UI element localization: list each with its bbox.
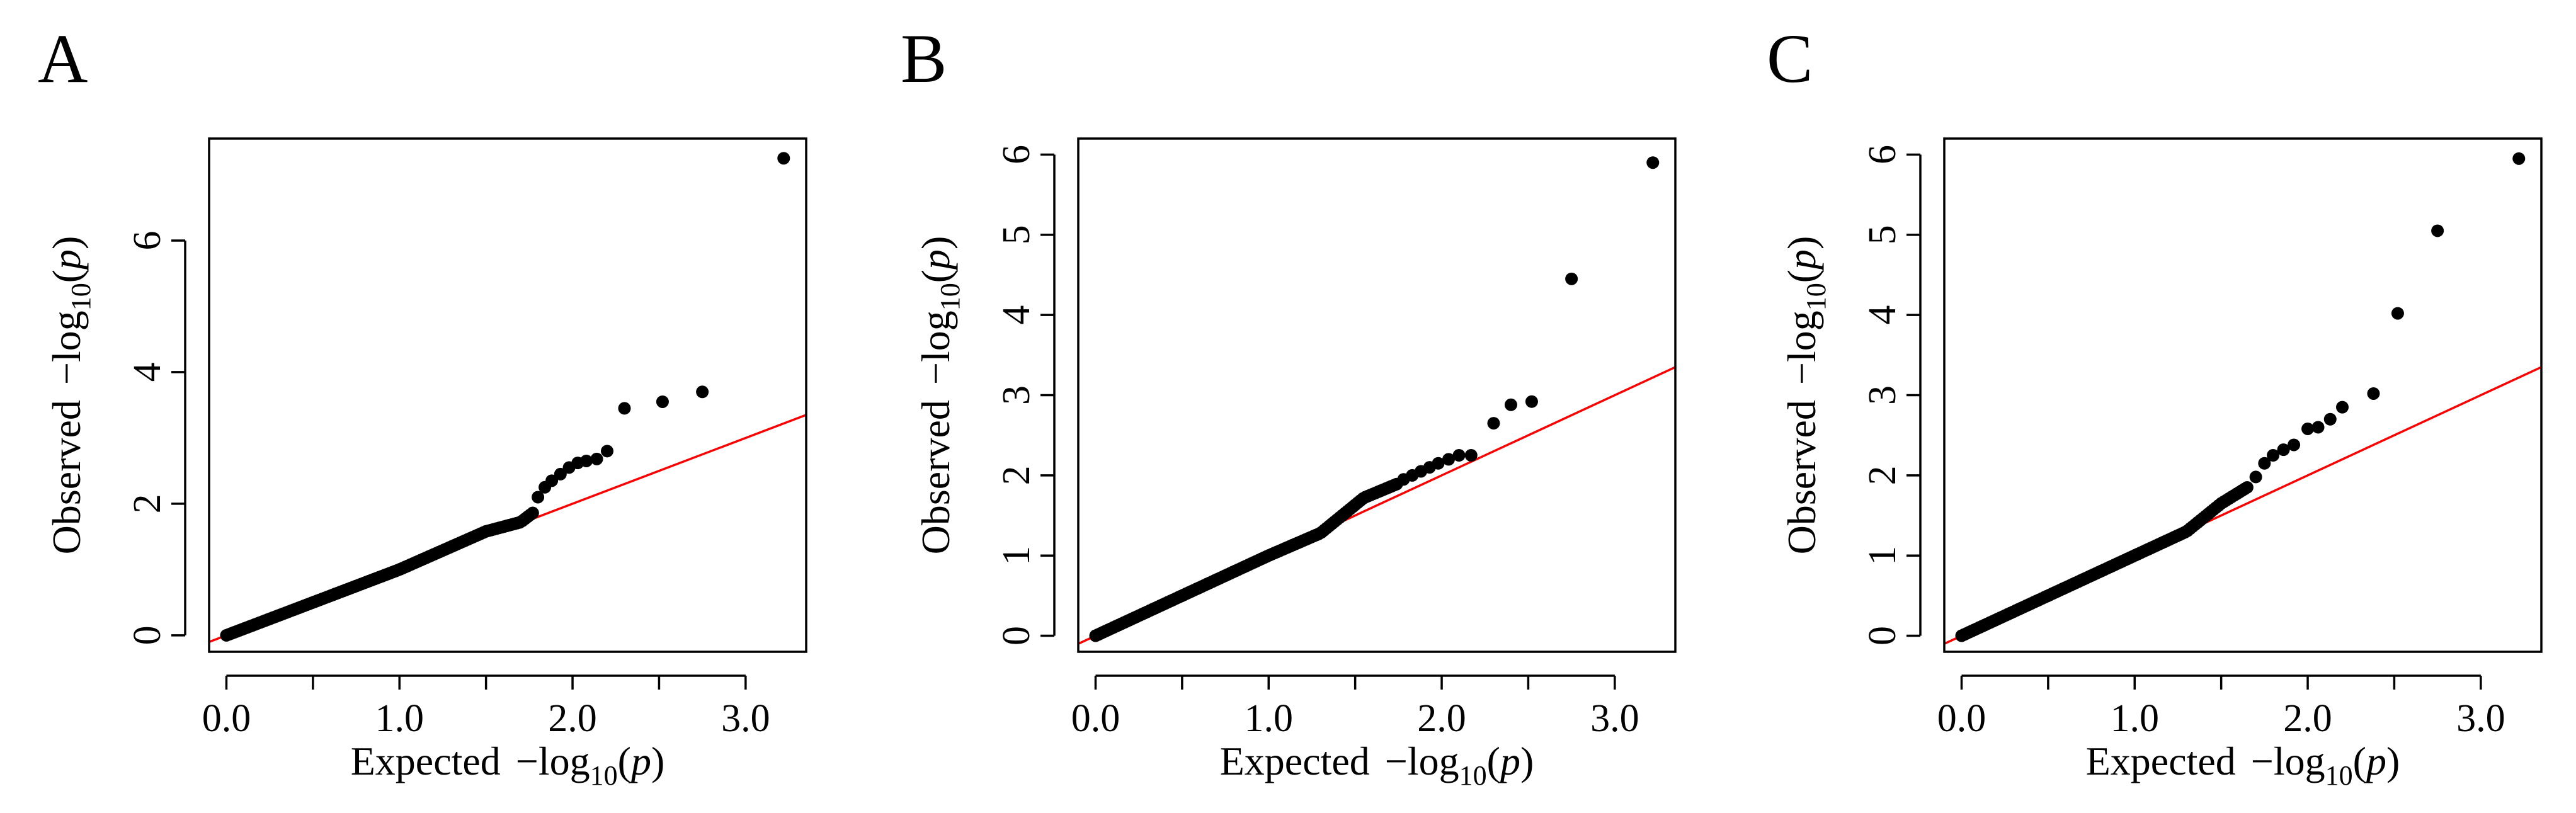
y-tick-label: 0	[995, 626, 1038, 645]
data-point	[580, 454, 593, 467]
y-tick-label: 5	[995, 225, 1038, 244]
x-axis-title: Expected −log10(p)	[1220, 739, 1534, 791]
x-tick-label: 2.0	[548, 697, 597, 740]
data-point	[2431, 224, 2444, 237]
data-point	[554, 467, 567, 480]
y-tick-label: 4	[126, 362, 169, 382]
y-tick-label: 4	[995, 305, 1038, 325]
y-axis-title: Observed−log10(p)	[1779, 236, 1832, 555]
data-point	[1487, 417, 1500, 430]
y-tick-label: 3	[995, 385, 1038, 405]
panel-letter: C	[1767, 20, 1813, 97]
panel-letter: B	[901, 20, 947, 97]
panel-c: C 0.0 1.0 2.0 3.0 0 1 2 3 4 5 6 Expected −log10(p) Obs…	[1767, 20, 2543, 791]
y-tick-label: 6	[995, 145, 1038, 164]
y-tick-label: 6	[126, 230, 169, 250]
y-tick-label: 1	[995, 546, 1038, 566]
data-point	[526, 506, 539, 520]
x-tick-label: 1.0	[1245, 697, 1294, 740]
data-point	[656, 395, 669, 408]
data-point	[1464, 449, 1478, 462]
plot-frame	[1943, 137, 2543, 653]
x-tick-label: 1.0	[375, 697, 425, 740]
data-points	[1089, 156, 1660, 642]
plot-frame	[208, 137, 807, 653]
x-tick-label: 1.0	[2111, 697, 2160, 740]
y-tick-label: 2	[995, 465, 1038, 485]
x-tick-label: 0.0	[1071, 697, 1120, 740]
data-point	[696, 385, 709, 399]
panel-letter: A	[38, 20, 88, 97]
data-point	[1452, 449, 1466, 462]
y-tick-label: 4	[1861, 305, 1904, 325]
data-point	[2267, 449, 2280, 462]
y-tick-label: 0	[126, 625, 169, 645]
y-axis-title: Observed−log10(p)	[44, 236, 96, 555]
y-tick-label: 6	[1861, 145, 1904, 164]
data-point	[2258, 457, 2271, 470]
data-point	[1432, 457, 1445, 470]
data-point	[2367, 387, 2380, 400]
x-axis-title: Expected −log10(p)	[2086, 739, 2400, 791]
x-tick-label: 0.0	[202, 697, 251, 740]
y-tick-label: 2	[1861, 465, 1904, 485]
x-tick-label: 3.0	[2456, 697, 2505, 740]
data-point	[1565, 272, 1578, 285]
y-tick-label: 0	[1861, 626, 1904, 645]
data-point	[1525, 395, 1538, 408]
data-point	[545, 474, 559, 487]
data-point	[2301, 422, 2315, 435]
data-point	[2288, 438, 2301, 452]
data-point	[601, 445, 613, 458]
data-point	[618, 402, 631, 415]
x-tick-label: 2.0	[2283, 697, 2332, 740]
y-tick-label: 3	[1861, 385, 1904, 405]
panel-b: B 0.0 1.0 2.0 3.0 0 1 2 3 4 5 6 Expected −log10(p) Obs…	[901, 20, 1677, 791]
y-tick-label: 2	[126, 494, 169, 513]
data-point	[590, 452, 603, 465]
data-point	[2336, 401, 2349, 414]
x-tick-label: 3.0	[721, 697, 770, 740]
data-point	[1646, 156, 1660, 169]
y-axis-title: Observed−log10(p)	[913, 236, 966, 555]
x-tick-label: 2.0	[1417, 697, 1466, 740]
plot-frame	[1077, 137, 1677, 653]
x-tick-label: 3.0	[1590, 697, 1639, 740]
data-point	[2512, 152, 2526, 165]
data-point	[2249, 470, 2262, 484]
data-point	[2391, 307, 2404, 320]
data-point	[2277, 443, 2290, 457]
y-tick-label: 5	[1861, 225, 1904, 244]
data-points	[220, 152, 790, 642]
x-tick-label: 0.0	[1937, 697, 1986, 740]
data-point	[2323, 412, 2337, 426]
panel-a: A 0.0 1.0 2.0 3.0 0 2 4 6 Expected −log10(p) Observ…	[38, 20, 807, 791]
data-point	[2311, 421, 2325, 434]
x-axis-title: Expected −log10(p)	[351, 739, 665, 791]
data-point	[2240, 480, 2254, 494]
data-point	[532, 491, 545, 504]
y-tick-label: 1	[1861, 546, 1904, 566]
data-point	[1442, 453, 1456, 466]
data-point	[1504, 398, 1517, 411]
data-points	[1955, 152, 2526, 642]
data-point	[777, 152, 790, 165]
